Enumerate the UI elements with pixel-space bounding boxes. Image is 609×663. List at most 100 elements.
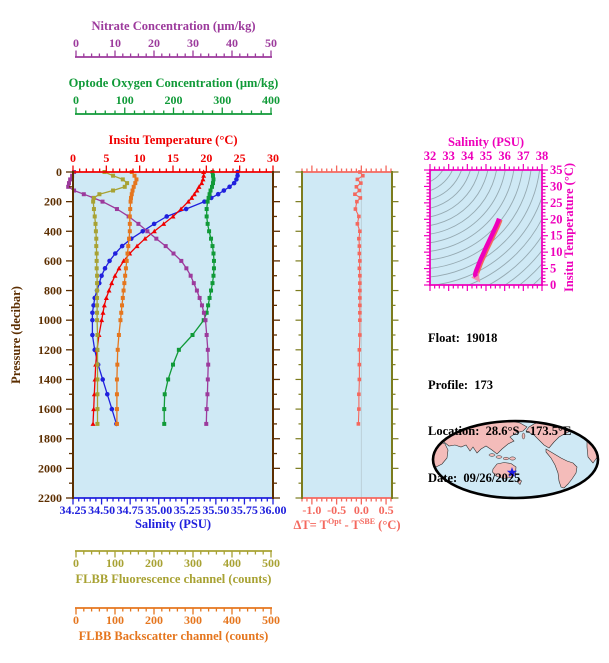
delta-t-pressure-spines bbox=[295, 171, 399, 499]
svg-text:34.75: 34.75 bbox=[117, 503, 144, 517]
fluorescence-profile-curve bbox=[91, 170, 130, 426]
svg-text:35: 35 bbox=[480, 149, 493, 163]
svg-text:400: 400 bbox=[223, 556, 241, 570]
svg-text:Optode Oxygen Concentration (µ: Optode Oxygen Concentration (µm/kg) bbox=[69, 76, 279, 90]
svg-text:200: 200 bbox=[145, 613, 163, 627]
svg-text:300: 300 bbox=[184, 556, 202, 570]
svg-text:32: 32 bbox=[424, 149, 437, 163]
date-line: Date: 09/26/2025 bbox=[428, 470, 521, 485]
svg-text:500: 500 bbox=[262, 613, 280, 627]
svg-text:-1.0: -1.0 bbox=[302, 503, 321, 517]
svg-text:300: 300 bbox=[184, 613, 202, 627]
svg-text:20: 20 bbox=[550, 212, 563, 226]
svg-text:30: 30 bbox=[550, 179, 563, 193]
svg-text:600: 600 bbox=[44, 254, 62, 268]
svg-text:-0.5: -0.5 bbox=[327, 503, 346, 517]
svg-text:FLBB Fluorescence channel (cou: FLBB Fluorescence channel (counts) bbox=[76, 572, 272, 586]
float-info: Float: 19018 Profile: 173 Location: 28.6… bbox=[428, 300, 571, 517]
svg-text:2200: 2200 bbox=[38, 491, 62, 505]
svg-text:400: 400 bbox=[44, 224, 62, 238]
location-line: Location: 28.6°S -173.5°E bbox=[428, 424, 572, 438]
svg-text:35.25: 35.25 bbox=[174, 503, 201, 517]
svg-text:10: 10 bbox=[109, 36, 121, 50]
svg-text:200: 200 bbox=[145, 556, 163, 570]
svg-text:100: 100 bbox=[106, 613, 124, 627]
svg-text:Salinity (PSU): Salinity (PSU) bbox=[135, 517, 211, 531]
svg-text:1600: 1600 bbox=[38, 402, 62, 416]
svg-text:0: 0 bbox=[70, 151, 76, 165]
map-outline bbox=[431, 419, 600, 500]
delta-t-label-mid: - T bbox=[341, 518, 360, 533]
svg-text:1000: 1000 bbox=[38, 313, 62, 327]
svg-text:15: 15 bbox=[167, 151, 179, 165]
svg-text:10: 10 bbox=[134, 151, 146, 165]
panel-backgrounds bbox=[73, 170, 542, 498]
svg-text:10: 10 bbox=[550, 245, 563, 259]
svg-text:100: 100 bbox=[106, 556, 124, 570]
delta-t-label-pre: ΔT= T bbox=[293, 518, 329, 533]
landmass-new-zealand bbox=[516, 478, 522, 486]
svg-text:15: 15 bbox=[550, 229, 563, 243]
svg-text:38: 38 bbox=[536, 149, 549, 163]
delta-t-plot: -1.0 -0.5 0.0 0.5 bbox=[295, 165, 399, 517]
svg-text:0: 0 bbox=[550, 278, 556, 292]
svg-text:2000: 2000 bbox=[38, 461, 62, 475]
delta-t-label-post: (°C) bbox=[375, 518, 401, 533]
landmass-south-america bbox=[545, 448, 578, 489]
svg-text:5: 5 bbox=[103, 151, 109, 165]
svg-text:0: 0 bbox=[73, 613, 79, 627]
svg-text:40: 40 bbox=[226, 36, 238, 50]
profile-line: Profile: 173 bbox=[428, 377, 494, 392]
svg-text:0: 0 bbox=[56, 165, 62, 179]
delta-t-label-sup2: SBE bbox=[359, 517, 376, 526]
svg-text:35.75: 35.75 bbox=[231, 503, 258, 517]
svg-text:36: 36 bbox=[498, 149, 511, 163]
delta-t-axis-label: ΔT= TOpt - TSBE (°C) bbox=[287, 517, 407, 533]
svg-text:FLBB Backscatter channel (coun: FLBB Backscatter channel (counts) bbox=[79, 629, 269, 643]
svg-text:37: 37 bbox=[517, 149, 530, 163]
svg-text:0: 0 bbox=[73, 556, 79, 570]
landmass-greenland bbox=[576, 421, 589, 430]
svg-text:25: 25 bbox=[234, 151, 246, 165]
svg-text:5: 5 bbox=[550, 262, 556, 276]
svg-text:35.00: 35.00 bbox=[145, 503, 172, 517]
svg-text:50: 50 bbox=[265, 36, 277, 50]
svg-text:Insitu Temperature (°C): Insitu Temperature (°C) bbox=[562, 163, 576, 292]
svg-text:36.00: 36.00 bbox=[260, 503, 287, 517]
svg-text:500: 500 bbox=[262, 556, 280, 570]
main-plot-frame: 0 5 10 15 20 25 30 Insitu Temperature (°C) 34.25… bbox=[9, 133, 287, 531]
svg-text:300: 300 bbox=[213, 93, 231, 107]
svg-text:400: 400 bbox=[262, 93, 280, 107]
svg-text:Insitu Temperature (°C): Insitu Temperature (°C) bbox=[108, 133, 237, 147]
svg-text:30: 30 bbox=[267, 151, 279, 165]
svg-text:Salinity (PSU): Salinity (PSU) bbox=[448, 135, 524, 149]
svg-text:1400: 1400 bbox=[38, 372, 62, 386]
svg-text:34.25: 34.25 bbox=[60, 503, 87, 517]
svg-text:35.50: 35.50 bbox=[202, 503, 229, 517]
svg-text:100: 100 bbox=[116, 93, 134, 107]
svg-text:1200: 1200 bbox=[38, 343, 62, 357]
svg-text:20: 20 bbox=[200, 151, 212, 165]
svg-text:200: 200 bbox=[44, 195, 62, 209]
svg-text:1800: 1800 bbox=[38, 432, 62, 446]
svg-text:800: 800 bbox=[44, 284, 62, 298]
svg-text:20: 20 bbox=[148, 36, 160, 50]
svg-text:35: 35 bbox=[550, 163, 563, 177]
oxygen-profile-curve bbox=[162, 170, 216, 426]
svg-text:34: 34 bbox=[461, 149, 474, 163]
svg-text:0: 0 bbox=[73, 36, 79, 50]
svg-text:34.50: 34.50 bbox=[88, 503, 115, 517]
svg-text:400: 400 bbox=[223, 613, 241, 627]
svg-text:25: 25 bbox=[550, 196, 563, 210]
svg-text:200: 200 bbox=[165, 93, 183, 107]
svg-text:Pressure (decibar): Pressure (decibar) bbox=[9, 286, 23, 384]
svg-text:33: 33 bbox=[442, 149, 455, 163]
svg-text:Nitrate Concentration (µm/kg): Nitrate Concentration (µm/kg) bbox=[91, 19, 255, 33]
svg-text:0: 0 bbox=[73, 93, 79, 107]
svg-text:30: 30 bbox=[187, 36, 199, 50]
